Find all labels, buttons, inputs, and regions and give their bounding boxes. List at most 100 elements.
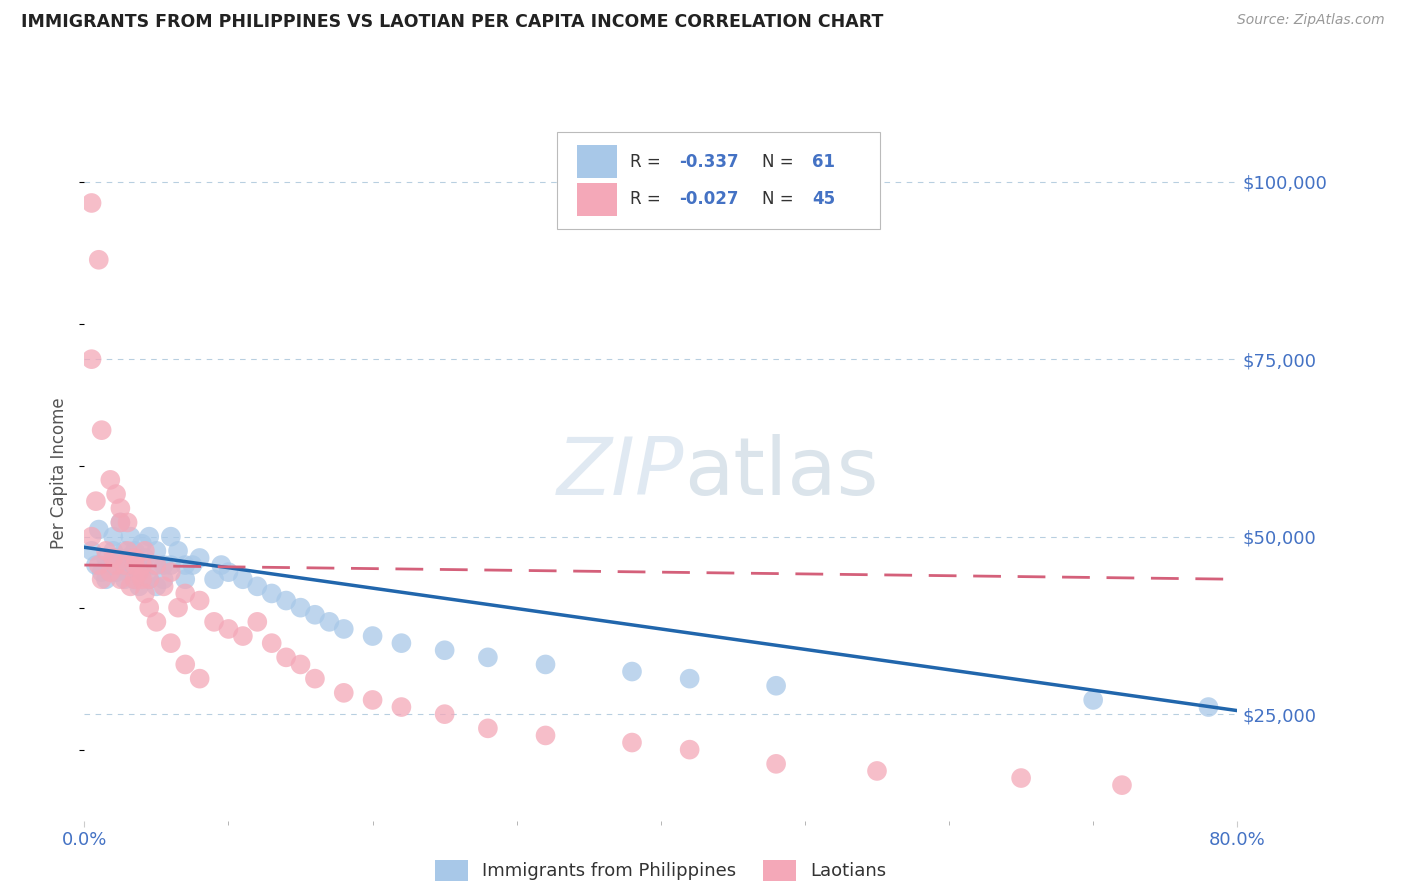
Point [174,558,197,572]
Point [87,252,110,267]
Point [246,579,269,593]
Text: N =: N = [762,153,799,170]
Point [174,657,197,672]
Point [1010,771,1032,785]
Point [621,665,644,679]
Point [145,558,167,572]
Point [202,572,225,586]
Point [433,707,456,722]
Text: Source: ZipAtlas.com: Source: ZipAtlas.com [1237,13,1385,28]
Point [90,565,112,579]
Point [232,629,254,643]
Point [304,607,326,622]
Text: ZIP: ZIP [557,434,683,512]
Legend: Immigrants from Philippines, Laotians: Immigrants from Philippines, Laotians [427,853,894,888]
Point [117,551,139,566]
Point [160,558,183,572]
Point [131,572,153,586]
Point [1198,700,1220,714]
Point [94,572,117,586]
Point [332,622,354,636]
Point [679,672,702,686]
Point [90,423,112,437]
Point [188,672,211,686]
Point [160,530,183,544]
Point [138,572,160,586]
Point [120,558,142,572]
Point [134,544,156,558]
Point [218,565,240,579]
Point [117,565,139,579]
Point [98,473,121,487]
Text: N =: N = [762,190,799,209]
Point [260,636,283,650]
Text: IMMIGRANTS FROM PHILIPPINES VS LAOTIAN PER CAPITA INCOME CORRELATION CHART: IMMIGRANTS FROM PHILIPPINES VS LAOTIAN P… [21,13,883,31]
Point [128,558,150,572]
Point [87,523,110,537]
Point [98,558,121,572]
Point [152,579,174,593]
Point [80,544,103,558]
Point [174,586,197,600]
Point [866,764,889,778]
Point [142,558,165,572]
Point [103,530,125,544]
Point [246,615,269,629]
Point [290,657,312,672]
Y-axis label: Per Capita Income: Per Capita Income [51,397,69,549]
Point [84,558,107,572]
Point [276,650,298,665]
Point [152,558,174,572]
Text: -0.337: -0.337 [679,153,740,170]
Point [202,615,225,629]
Point [110,558,132,572]
Point [138,600,160,615]
Point [128,565,150,579]
Point [181,558,204,572]
Point [80,530,103,544]
Point [117,516,139,530]
Point [124,572,146,586]
Point [131,537,153,551]
Point [477,722,499,736]
Point [304,672,326,686]
Point [110,516,132,530]
Point [94,544,117,558]
Point [765,756,787,771]
Text: R =: R = [630,153,665,170]
Bar [576,183,617,216]
Point [138,530,160,544]
Point [232,572,254,586]
Point [124,572,146,586]
Point [103,551,125,566]
Point [114,572,136,586]
Text: R =: R = [630,190,665,209]
Point [188,551,211,566]
Point [105,487,128,501]
Point [117,544,139,558]
Point [160,636,183,650]
Point [128,579,150,593]
Point [134,586,156,600]
Point [103,544,125,558]
Point [114,558,136,572]
Point [145,579,167,593]
Point [84,494,107,508]
Point [80,352,103,367]
Point [134,551,156,566]
Point [318,615,340,629]
Point [114,544,136,558]
Point [94,551,117,566]
Point [138,572,160,586]
Text: 45: 45 [811,190,835,209]
Point [160,565,183,579]
Point [105,558,128,572]
Point [534,728,557,742]
Point [145,615,167,629]
Point [276,593,298,607]
Point [1111,778,1133,792]
Point [167,600,190,615]
Point [477,650,499,665]
Point [167,544,190,558]
Point [361,629,384,643]
